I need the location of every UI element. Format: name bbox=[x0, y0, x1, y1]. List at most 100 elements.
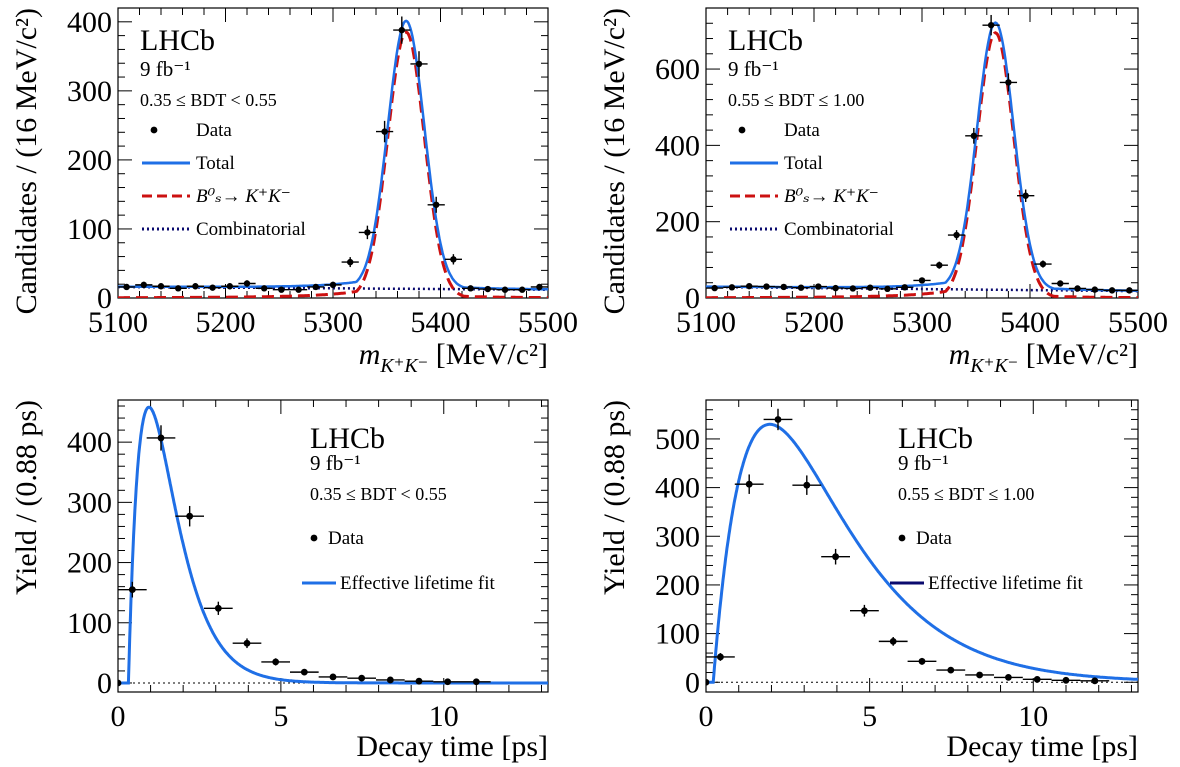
data-point bbox=[723, 284, 741, 291]
data-point bbox=[775, 283, 793, 291]
data-marker bbox=[918, 657, 926, 665]
y-axis-label: Yield / (0.88 ps) bbox=[598, 400, 631, 595]
data-point bbox=[175, 505, 204, 527]
data-point bbox=[1034, 260, 1052, 268]
data-marker bbox=[123, 283, 130, 291]
data-marker bbox=[329, 281, 337, 289]
data-marker bbox=[1108, 287, 1116, 294]
data-point bbox=[706, 284, 724, 292]
data-point bbox=[763, 408, 793, 431]
data-point bbox=[290, 668, 319, 676]
data-point bbox=[1120, 287, 1138, 294]
bdt-range-label: 0.55 ≤ BDT ≤ 1.00 bbox=[898, 484, 1034, 504]
data-point bbox=[341, 257, 359, 268]
data-point bbox=[307, 283, 325, 291]
x-tick-label: 5500 bbox=[1108, 306, 1168, 339]
y-tick-label: 400 bbox=[67, 6, 112, 39]
legend-label-signal: B⁰ₛ→ K⁺K⁻ bbox=[784, 186, 879, 207]
data-point bbox=[444, 254, 462, 265]
data-marker bbox=[472, 678, 480, 686]
data-marker bbox=[358, 674, 366, 682]
legend-label-data: Data bbox=[196, 120, 232, 141]
data-marker bbox=[774, 416, 782, 423]
data-point bbox=[462, 285, 480, 292]
signal-curve bbox=[118, 30, 548, 298]
legend-label-total: Total bbox=[196, 153, 235, 174]
data-marker bbox=[1022, 192, 1029, 199]
x-axis-label: mK⁺K⁻ [MeV/c²] bbox=[949, 338, 1138, 377]
data-marker bbox=[192, 283, 199, 290]
x-tick-label: 10 bbox=[1018, 700, 1048, 733]
plot-area bbox=[706, 408, 1138, 686]
lhcb-label: LHCb bbox=[898, 422, 973, 455]
y-tick-label: 400 bbox=[655, 472, 700, 505]
data-point bbox=[318, 673, 348, 681]
data-point bbox=[1022, 675, 1052, 683]
data-point bbox=[930, 261, 948, 269]
legend-data-marker bbox=[150, 126, 158, 134]
data-marker bbox=[1091, 677, 1099, 685]
data-point bbox=[706, 653, 735, 661]
data-point bbox=[376, 676, 405, 684]
data-point bbox=[878, 285, 897, 293]
data-marker bbox=[947, 666, 955, 674]
data-point bbox=[878, 637, 908, 646]
data-point bbox=[896, 284, 914, 291]
data-marker bbox=[128, 586, 136, 594]
data-point bbox=[1086, 286, 1104, 293]
x-axis-label-unit: [MeV/c²] bbox=[1018, 338, 1138, 371]
luminosity-label: 9 fb⁻¹ bbox=[140, 57, 191, 81]
x-tick-label: 10 bbox=[429, 700, 459, 733]
x-axis-label-sub: K⁺K⁻ bbox=[969, 355, 1018, 377]
data-point bbox=[232, 638, 262, 649]
data-marker bbox=[901, 284, 908, 291]
legend-data-marker bbox=[738, 126, 746, 134]
x-tick-label: 5300 bbox=[303, 306, 363, 339]
legend-label-data: Data bbox=[328, 528, 364, 549]
data-point bbox=[1080, 677, 1110, 685]
y-tick-label: 300 bbox=[67, 75, 112, 108]
data-point bbox=[1051, 280, 1069, 287]
data-point bbox=[496, 286, 514, 293]
data-point bbox=[118, 679, 122, 687]
data-marker bbox=[450, 256, 457, 263]
data-marker bbox=[175, 285, 182, 292]
x-tick-label: 5200 bbox=[784, 306, 844, 339]
legend-label-data: Data bbox=[784, 120, 820, 141]
y-tick-label: 200 bbox=[655, 206, 700, 239]
data-marker bbox=[1126, 287, 1133, 294]
data-marker bbox=[243, 639, 251, 647]
legend-label-fit: Effective lifetime fit bbox=[340, 573, 495, 594]
data-marker bbox=[467, 285, 474, 292]
data-marker bbox=[1074, 285, 1081, 292]
luminosity-label: 9 fb⁻¹ bbox=[728, 57, 779, 81]
data-point bbox=[734, 474, 764, 494]
data-point bbox=[706, 678, 710, 686]
data-marker bbox=[381, 128, 388, 135]
data-marker bbox=[1039, 260, 1047, 268]
data-point bbox=[358, 225, 376, 240]
data-point bbox=[186, 283, 204, 290]
data-marker bbox=[706, 678, 710, 686]
lhcb-label: LHCb bbox=[140, 24, 215, 57]
data-marker bbox=[157, 434, 165, 442]
data-marker bbox=[728, 284, 736, 291]
data-point bbox=[513, 286, 531, 293]
x-tick-label: 5400 bbox=[411, 306, 471, 339]
luminosity-label: 9 fb⁻¹ bbox=[898, 451, 949, 475]
data-marker bbox=[278, 286, 285, 293]
legend-label-data: Data bbox=[916, 528, 952, 549]
data-marker bbox=[226, 283, 233, 290]
combinatorial-curve bbox=[706, 285, 1138, 293]
data-point bbox=[290, 286, 308, 293]
lhcb-label: LHCb bbox=[310, 422, 385, 455]
y-axis-label: Candidates / (16 MeV/c²) bbox=[10, 8, 43, 314]
data-point bbox=[861, 284, 879, 291]
legend-label-total: Total bbox=[784, 153, 823, 174]
data-marker bbox=[832, 553, 839, 561]
data-point bbox=[347, 674, 376, 682]
data-marker bbox=[976, 671, 983, 679]
x-axis-label-sub: K⁺K⁻ bbox=[379, 355, 428, 377]
